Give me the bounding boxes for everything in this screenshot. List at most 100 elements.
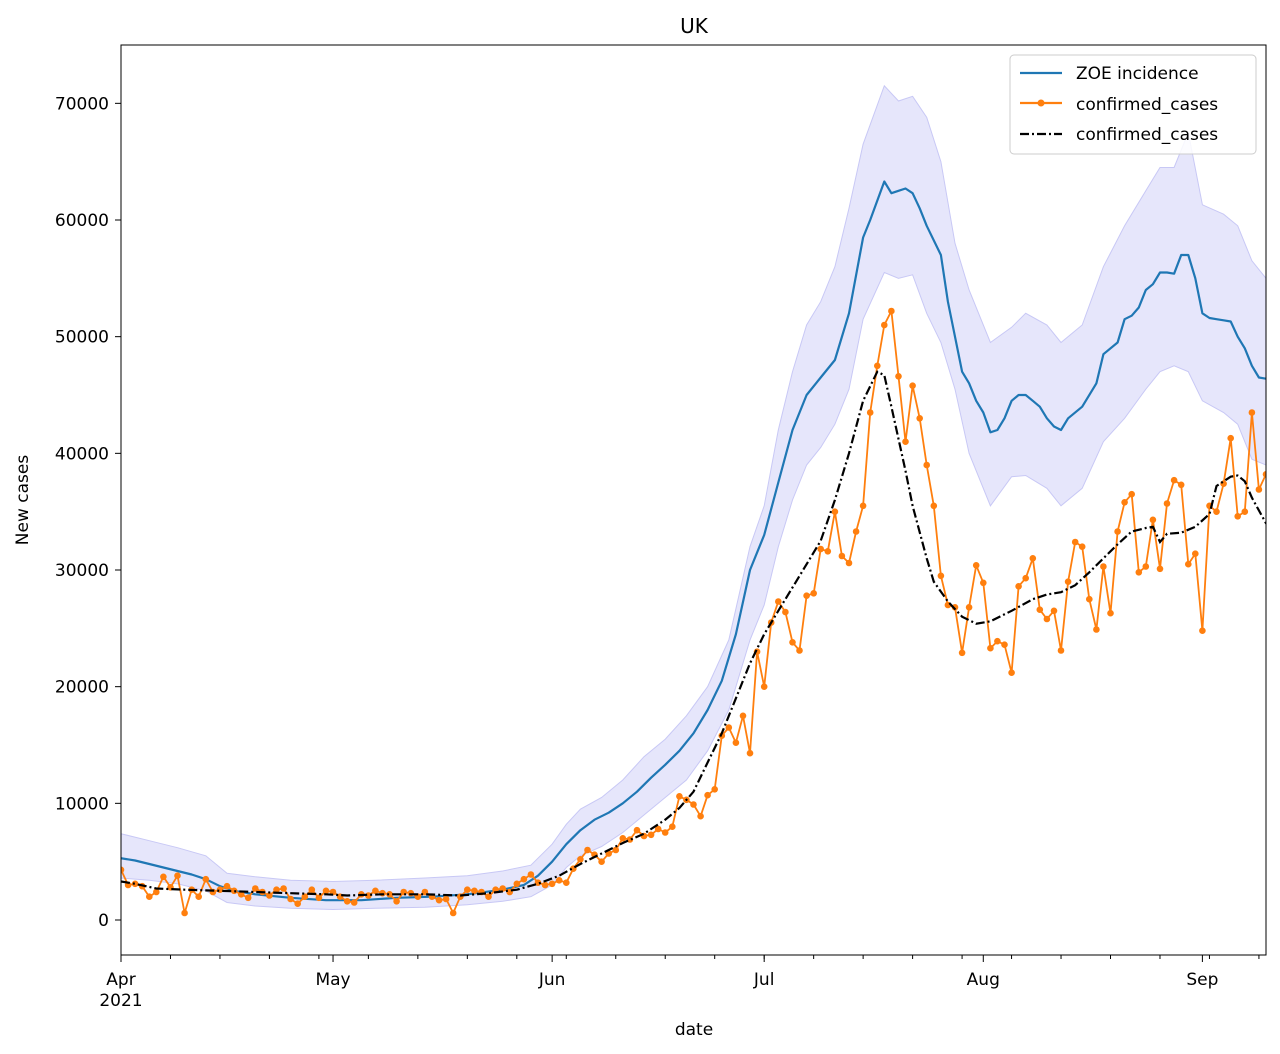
confirmed-cases-point (372, 887, 379, 895)
confirmed-cases-point (131, 880, 139, 888)
confirmed-cases-point (874, 362, 881, 370)
zoe-confidence-band (121, 84, 1266, 911)
confirmed-cases-point (746, 749, 754, 757)
confirmed-cases-point (435, 896, 443, 904)
confirmed-cases-point (803, 592, 810, 599)
confirmed-cases-point (1015, 583, 1022, 590)
confirmed-cases-point (598, 858, 605, 865)
y-tick-label: 20000 (55, 678, 109, 698)
confirmed-cases-point (294, 900, 302, 907)
confirmed-cases-point (916, 415, 923, 422)
confirmed-cases-point (244, 894, 252, 902)
legend-label-confirmed: confirmed_cases (1076, 95, 1218, 115)
confirmed-cases-point (315, 894, 323, 902)
confirmed-cases-point (654, 825, 662, 833)
x-tick-label: May (315, 970, 350, 990)
confirmed-cases-point (958, 649, 966, 657)
confirmed-cases-point (301, 893, 309, 900)
confirmed-cases-point (1135, 569, 1143, 576)
confirmed-cases-point (146, 893, 153, 900)
confirmed-cases-point (1255, 486, 1263, 493)
confirmed-cases-point (1192, 550, 1199, 557)
confirmed-cases-point (612, 846, 620, 854)
y-tick-label: 0 (98, 911, 109, 931)
confirmed-cases-point (1057, 647, 1065, 654)
confirmed-cases-point (1022, 574, 1029, 582)
confirmed-cases-point (619, 835, 627, 842)
confirmed-cases-point (386, 891, 393, 898)
confirmed-cases-point (725, 724, 733, 731)
confirmed-cases-point (789, 639, 796, 646)
confirmed-cases-point (852, 528, 860, 535)
confirmed-cases-point (972, 562, 980, 569)
confirmed-cases-point (817, 545, 824, 553)
confirmed-cases-point (923, 461, 930, 469)
confirmed-cases-point (181, 909, 188, 917)
confirmed-cases-point (520, 875, 528, 883)
confirmed-cases-point (1001, 641, 1008, 648)
confirmed-cases-point (464, 886, 471, 893)
x-tick-label: Sep (1186, 970, 1218, 990)
confirmed-cases-point (711, 786, 718, 793)
confirmed-cases-point (697, 812, 704, 820)
confirmed-cases-point (266, 892, 273, 899)
confirmed-cases-point (1107, 609, 1114, 617)
confirmed-cases-point (343, 898, 351, 905)
confirmed-cases-point (980, 579, 987, 587)
confirmed-cases-point (704, 791, 711, 799)
y-tick-label: 60000 (55, 211, 109, 231)
confirmed-cases-point (1071, 538, 1079, 546)
x-tick-label: Aug (967, 970, 1000, 990)
x-tick-label: Jul (753, 970, 775, 990)
confirmed-cases-point (831, 508, 839, 515)
confirmed-cases-point (1142, 563, 1150, 570)
confirmed-cases-point (280, 885, 287, 892)
confirmed-cases-point (1008, 669, 1015, 676)
confirmed-cases-point (1149, 516, 1157, 524)
confirmed-cases-point (676, 793, 683, 800)
confirmed-cases-point (442, 895, 450, 903)
confirmed-cases-point (902, 438, 909, 446)
confirmed-cases-point (1100, 563, 1107, 570)
confirmed-cases-point (1227, 434, 1234, 442)
confirmed-cases-point (739, 712, 747, 720)
confirmed-cases-point (1213, 508, 1220, 515)
confirmed-cases-point (273, 886, 280, 893)
confirmed-cases-point (669, 823, 676, 830)
confirmed-cases-point (223, 882, 231, 890)
zoe-incidence-line (121, 180, 1266, 902)
confirmed-cases-point (888, 307, 895, 315)
chart-title: UK (680, 14, 709, 38)
confirmed-cases-point (471, 887, 478, 895)
x-tick-sublabel: 2021 (99, 991, 142, 1011)
legend: ZOE incidence confirmed_cases confirmed_… (1009, 54, 1257, 155)
legend-frame (1009, 54, 1257, 155)
confirmed-cases-point (1170, 476, 1178, 484)
confirmed-cases-point (577, 856, 584, 863)
confirmed-cases-point (895, 373, 902, 380)
confirmed-cases-point (393, 898, 400, 905)
confirmed-cases-point (287, 895, 294, 903)
confirmed-cases-point (1220, 480, 1227, 488)
confirmed-cases-point (230, 887, 238, 895)
confirmed-cases-point (987, 644, 994, 652)
confirmed-cases-point (1128, 490, 1135, 498)
confirmed-cases-point (1086, 595, 1093, 603)
confirmed-cases-point (563, 879, 570, 886)
confirmed-cases-point (909, 382, 916, 390)
y-tick-label: 40000 (55, 444, 109, 464)
confirmed-cases-point (1199, 627, 1206, 634)
confirmed-cases-point (930, 502, 938, 510)
confirmed-cases-point (661, 829, 669, 836)
confirmed-cases-point (1234, 513, 1241, 520)
confirmed-cases-point (1029, 555, 1037, 562)
confirmed-cases-point (994, 637, 1001, 645)
confirmed-cases-point (1156, 565, 1164, 573)
confidence-band-layer (121, 84, 1266, 911)
confirmed-cases-point (937, 572, 945, 580)
confirmed-cases-point (1050, 607, 1058, 615)
confirmed-cases-point (824, 548, 832, 555)
confirmed-cases-point (308, 886, 316, 893)
confirmed-cases-point (1270, 483, 1277, 490)
